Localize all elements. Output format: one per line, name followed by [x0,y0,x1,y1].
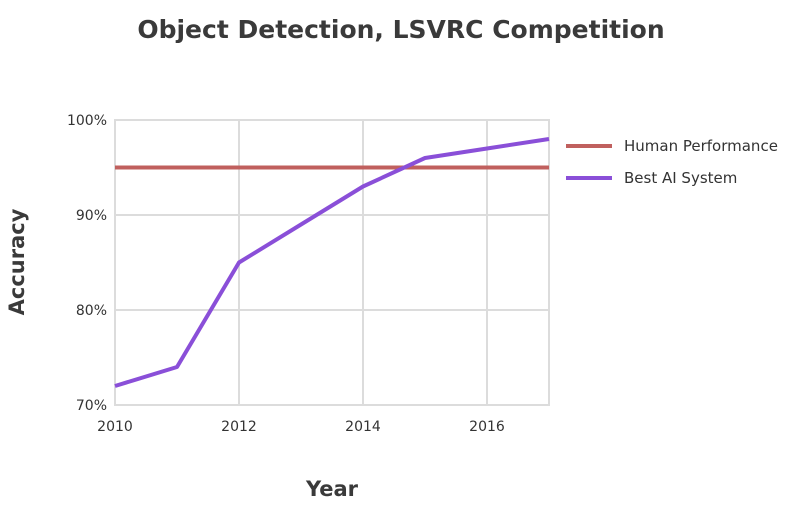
x-axis-title: Year [305,477,359,501]
chart-title: Object Detection, LSVRC Competition [137,15,664,44]
series-layer [114,137,550,388]
x-tick-label: 2014 [345,419,381,435]
y-tick-label: 80% [76,303,107,319]
y-tick-label: 90% [76,208,107,224]
legend: Human Performance Best AI System [566,137,778,187]
plot-frame [114,119,550,406]
y-axis-title: Accuracy [5,208,29,315]
legend-label: Human Performance [624,137,778,155]
series-line-best-ai-system [114,137,550,388]
tick-layer: 70% 80% 90% 100% 2010 2012 2014 2016 [67,113,505,435]
x-tick-label: 2012 [221,419,257,435]
x-tick-label: 2010 [97,419,133,435]
x-tick-label: 2016 [469,419,505,435]
y-tick-label: 70% [76,398,107,414]
legend-label: Best AI System [624,169,737,187]
y-tick-label: 100% [67,113,107,129]
